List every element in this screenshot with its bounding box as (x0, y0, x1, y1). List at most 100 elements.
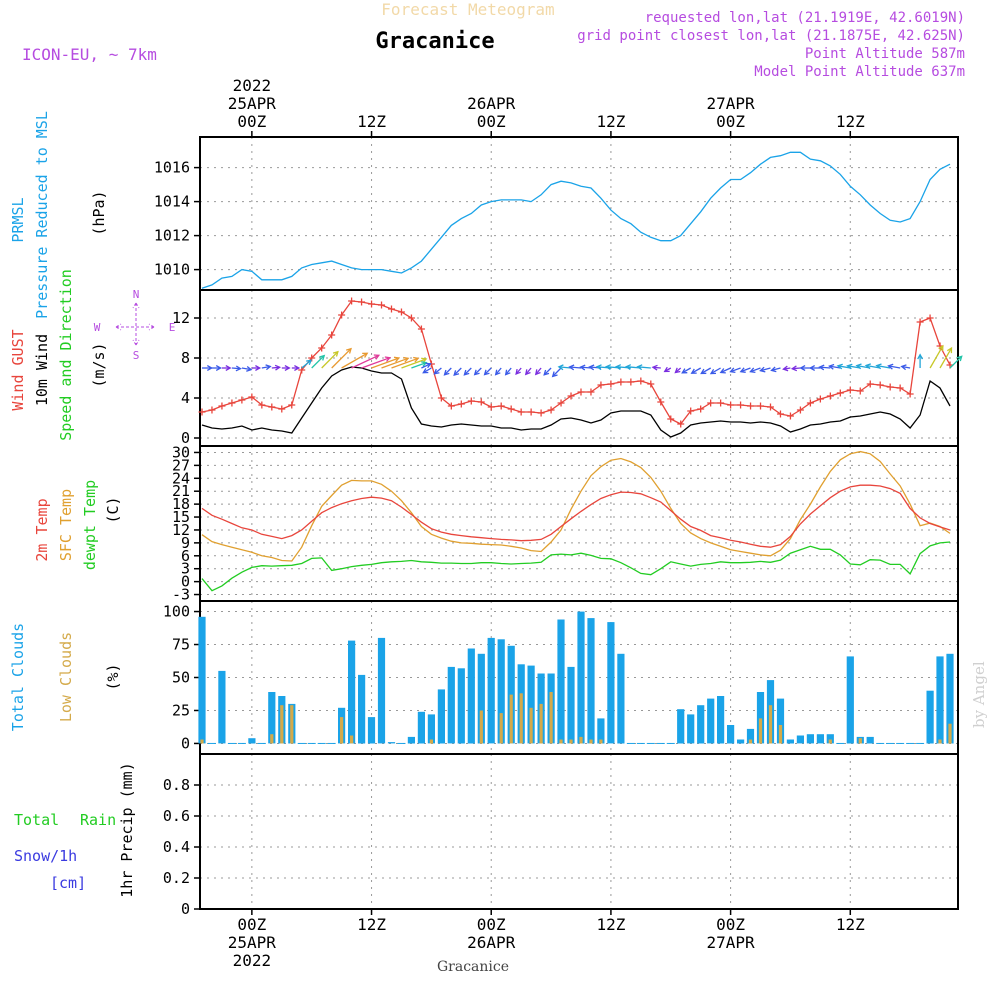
gust-marker (507, 405, 515, 413)
wind-arrow-head (225, 365, 232, 371)
subtitle: Forecast Meteogram (381, 0, 554, 19)
wind-arrow (463, 367, 472, 376)
y-tick-label: 12 (172, 521, 190, 539)
wind-arrow (401, 358, 427, 369)
y-tick-label: 15 (172, 508, 190, 526)
gust-marker (338, 311, 346, 319)
wind-arrow (829, 365, 841, 369)
gust-marker (248, 393, 256, 401)
wind-arrow (700, 367, 712, 374)
gridpoint-coords: grid point closest lon,lat (21.1875E, 42… (577, 28, 965, 44)
gust-marker (697, 405, 705, 413)
wind-arrow-head (294, 365, 301, 371)
wind-arrow-head (595, 364, 602, 371)
total-cloud-bar (816, 734, 824, 744)
wind-arrow (241, 367, 252, 371)
gust-marker (617, 378, 625, 386)
y-tick-label: 100 (163, 603, 190, 621)
low-cloud-bar (200, 739, 204, 744)
wind-arrow (552, 367, 562, 377)
total-cloud-bar (487, 637, 495, 744)
wind-arrow (391, 357, 419, 369)
y-tick-label: 12 (172, 309, 190, 327)
compass-rose: N S W E (94, 288, 176, 362)
y-tick-label: 9 (181, 534, 190, 552)
total-cloud-bar (607, 622, 615, 744)
wind-arrow-head (782, 365, 789, 372)
gust-marker (866, 380, 874, 388)
low-cloud-bar (589, 739, 593, 744)
total-cloud-bar (587, 618, 595, 744)
point-altitude: Point Altitude 587m (805, 46, 965, 62)
gust-marker (747, 402, 755, 410)
wind-arrow-head (346, 347, 352, 354)
gust-marker (776, 410, 784, 418)
wind-arrow-head (836, 363, 843, 370)
wind-arrow-head (265, 364, 272, 371)
wind-arrow (371, 357, 400, 369)
wind-arrow-head (579, 364, 586, 371)
wind-series: Wind GUST 10m Wind Speed and Direction (m/s… (9, 269, 963, 441)
low-clouds-label: Low Clouds (57, 632, 75, 722)
compass-n: N (133, 288, 140, 301)
wind-arrow-head (663, 366, 670, 373)
wind-arrow (381, 357, 409, 369)
wind-arrow-head (956, 355, 963, 362)
gust-marker (288, 401, 296, 409)
total-cloud-bar (746, 728, 755, 744)
wind-arrow (901, 365, 911, 369)
bottom-time-label: 00Z (716, 915, 745, 934)
wind-arrow (847, 365, 861, 369)
wind-arrow-head (917, 353, 924, 360)
wind-arrow (301, 359, 312, 369)
gust-marker (597, 381, 605, 389)
wind-arrow (929, 345, 944, 369)
wind-arrow-head (759, 366, 766, 373)
total-cloud-bar (717, 696, 725, 744)
wind-arrow (422, 367, 432, 374)
pressure-label-2: Pressure Reduced to MSL (33, 111, 51, 319)
total-cloud-bar (756, 692, 765, 744)
wind-arrow-head (413, 356, 420, 363)
y-tick-label: 27 (172, 456, 190, 474)
top-time-label: 12Z (596, 112, 625, 131)
wind-arrow (535, 367, 542, 375)
gust-marker (557, 399, 565, 407)
gust-marker (497, 402, 505, 410)
gust-marker (896, 384, 904, 392)
compass-w: W (94, 321, 101, 334)
total-cloud-bar (687, 714, 695, 744)
gust-marker (537, 409, 545, 417)
top-time-label: 2022 (233, 76, 272, 95)
wind-arrow (261, 365, 271, 369)
location-title: Gracanice (375, 29, 494, 54)
wind-arrow-head (463, 369, 470, 376)
wind-arrow-head (421, 361, 428, 367)
wind-arrow (421, 363, 431, 369)
wind-arrow (750, 367, 761, 373)
wind-arrow-head (421, 357, 428, 364)
gust-marker (766, 403, 774, 411)
wind-arrow-head (624, 364, 632, 371)
total-cloud-bar (358, 674, 366, 744)
precip-unit: 1hr Precip (mm) (118, 762, 136, 897)
gust-marker (417, 325, 425, 333)
total-cloud-bar (926, 690, 934, 744)
low-cloud-bar (290, 705, 294, 744)
wind-arrow (495, 367, 502, 376)
gust-marker (916, 318, 924, 326)
total-cloud-bar (218, 670, 226, 744)
wind-arrow-head (938, 344, 944, 351)
low-cloud-bar (270, 734, 274, 744)
wind-arrow (474, 367, 482, 376)
sfc-temp-label: SFC Temp (57, 489, 75, 561)
wind-arrow-head (739, 367, 746, 373)
wind-arrow (760, 367, 771, 372)
wind-arrow (792, 367, 801, 370)
wind-arrow (444, 367, 452, 376)
panel-frame (199, 136, 959, 291)
wind-arrow-head (433, 368, 440, 375)
top-time-label: 12Z (836, 112, 865, 131)
gust-marker (836, 389, 844, 397)
